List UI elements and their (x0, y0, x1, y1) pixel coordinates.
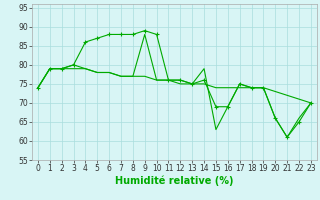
X-axis label: Humidité relative (%): Humidité relative (%) (115, 176, 234, 186)
